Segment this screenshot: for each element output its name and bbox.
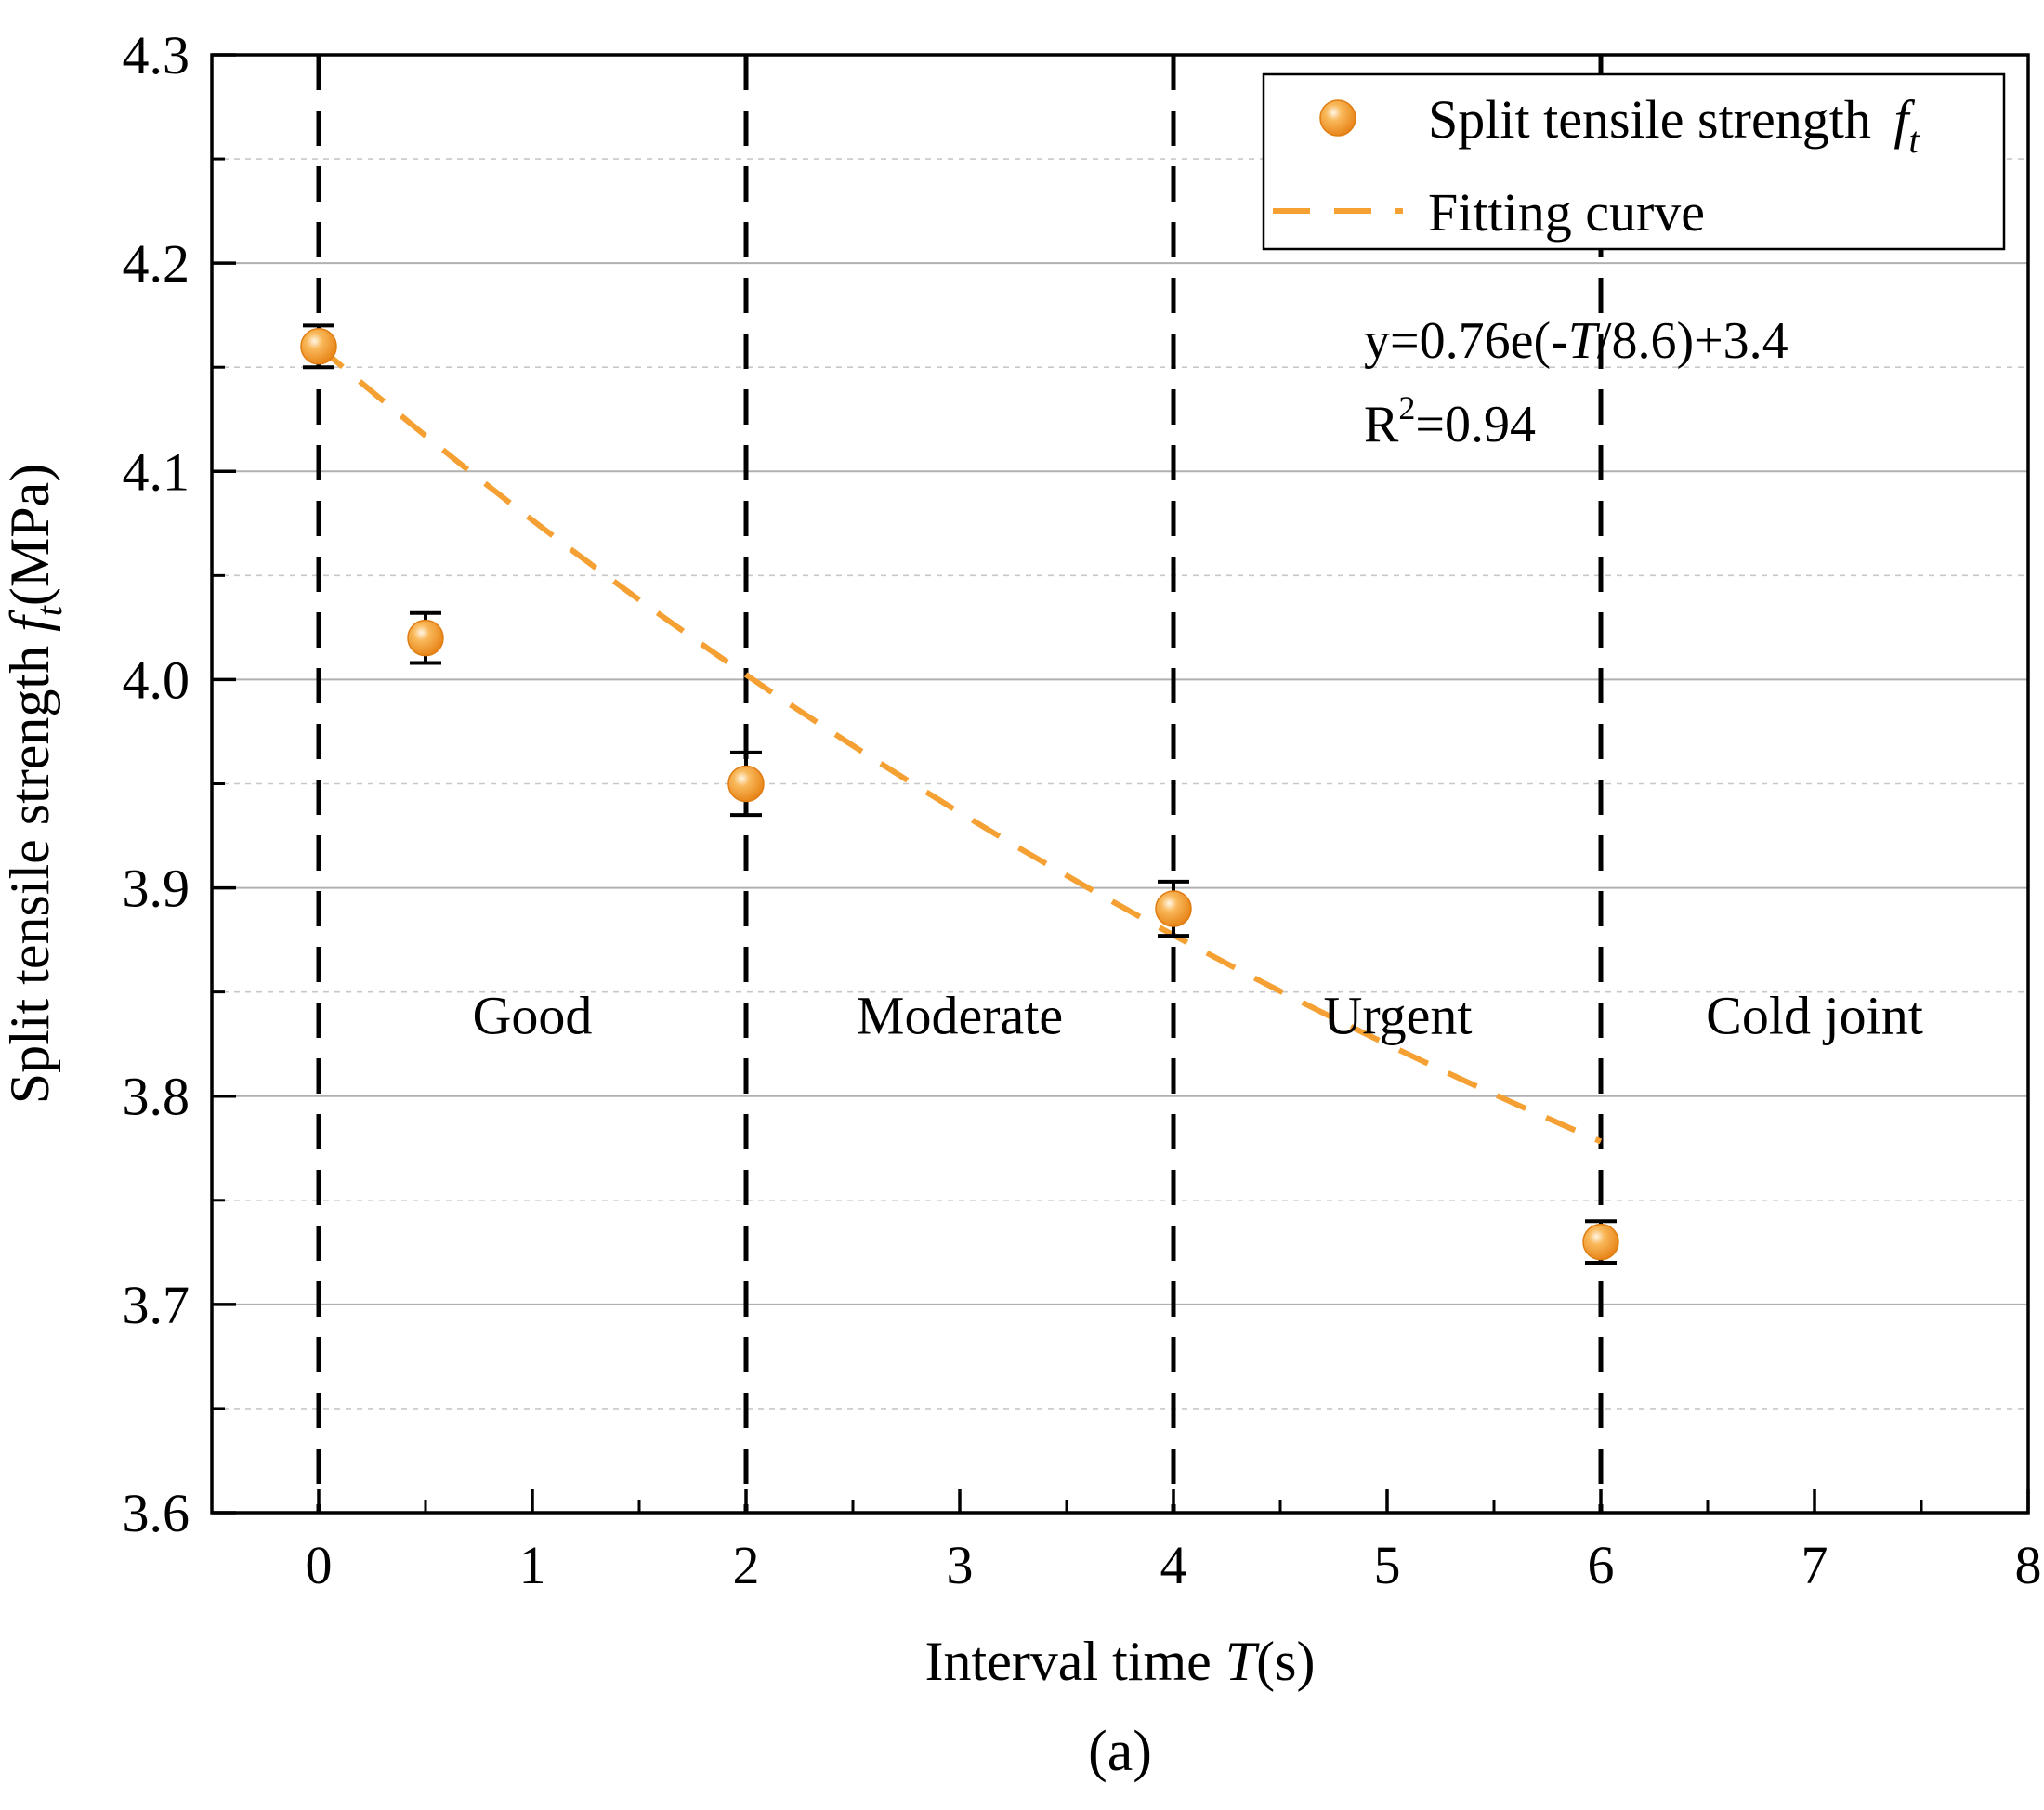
x-axis-title: Interval time T(s) [925,1631,1316,1692]
region-label: Cold joint [1706,985,1923,1045]
region-label: Urgent [1323,985,1472,1045]
data-point [300,328,337,365]
text-layer: Interval time T(s) Split tensile strength… [0,312,1923,1783]
grid-layer [212,158,2028,1410]
legend-box [1262,72,2006,251]
points-layer [300,328,1619,1261]
x-tick-label: 2 [733,1535,760,1595]
x-tick-label: 3 [947,1535,974,1595]
x-tick-label: 4 [1160,1535,1187,1595]
y-tick-label: 3.9 [123,859,190,919]
legend-marker-points [1319,99,1356,137]
x-tick-label: 8 [2015,1535,2042,1595]
legend-label-fit: Fitting curve [1428,182,1705,243]
fitting-curve [317,344,1603,1145]
data-point [407,619,444,657]
x-tick-label: 0 [306,1535,333,1595]
fit-equation: y=0.76e(-T/8.6)+3.4 [1364,312,1788,370]
y-tick-label: 3.6 [123,1483,190,1543]
y-tick-label: 3.8 [123,1067,190,1127]
data-point [1155,890,1192,927]
y-tick-label: 4.0 [123,649,190,710]
error-bars-layer [303,323,1617,1266]
region-label: Moderate [857,985,1063,1045]
y-tick-label: 4.1 [123,441,190,502]
fit-layer [317,344,1603,1145]
y-tick-label: 4.2 [123,233,190,294]
data-point [727,765,765,803]
y-axis-title: Split tensile strength ft(MPa) [0,464,70,1104]
x-tick-label: 6 [1588,1535,1615,1595]
x-tick-label: 5 [1374,1535,1401,1595]
x-tick-label: 7 [1802,1535,1828,1595]
r-squared: R2=0.94 [1364,389,1536,453]
axes-layer: 0 1 2 3 4 5 6 7 8 3.6 3.7 3.8 3.9 4.0 4.1 4.2 4.3 [123,25,2042,1595]
region-label: Good [473,985,593,1045]
data-point [1582,1223,1619,1261]
panel-label: (a) [1088,1720,1152,1783]
y-tick-label: 3.7 [123,1275,190,1335]
y-tick-label: 4.3 [123,25,190,85]
x-tick-label: 1 [519,1535,546,1595]
